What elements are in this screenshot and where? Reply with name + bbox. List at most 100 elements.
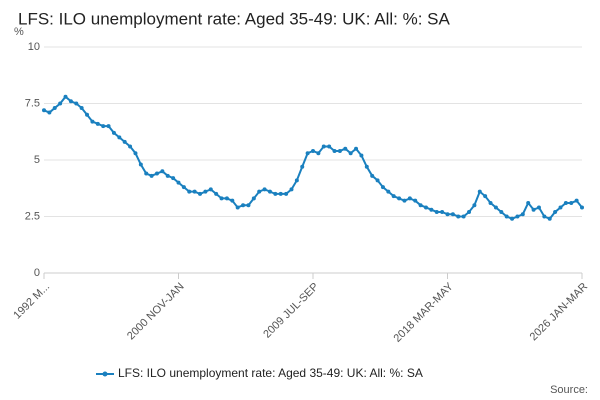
point — [391, 194, 396, 199]
point — [321, 144, 326, 149]
point — [289, 187, 294, 192]
y-unit: % — [14, 26, 24, 38]
point — [510, 216, 515, 221]
point — [397, 196, 402, 201]
point — [364, 164, 369, 169]
point — [58, 101, 63, 106]
point — [450, 212, 455, 217]
point — [219, 196, 224, 201]
point — [348, 151, 353, 156]
line — [43, 95, 583, 220]
point — [354, 146, 359, 151]
point — [536, 205, 541, 210]
point — [251, 196, 256, 201]
point — [74, 101, 79, 106]
point — [246, 203, 251, 208]
point — [477, 189, 482, 194]
point — [106, 124, 111, 129]
point — [359, 153, 364, 158]
point — [47, 110, 52, 115]
point — [305, 151, 310, 156]
point — [63, 94, 68, 99]
point — [203, 189, 208, 194]
point — [95, 121, 100, 126]
point — [117, 135, 122, 140]
chart-title: LFS: ILO unemployment rate: Aged 35-49: … — [18, 9, 450, 28]
point — [526, 200, 531, 205]
point — [262, 187, 267, 192]
point — [208, 187, 213, 192]
point — [311, 148, 315, 153]
point — [499, 209, 504, 214]
point — [467, 209, 472, 214]
point — [154, 171, 159, 176]
point — [418, 203, 423, 208]
point — [542, 214, 547, 219]
point — [176, 180, 181, 185]
x-tick-label: 2026 JAN-MAR — [528, 281, 591, 344]
x-tick-label: 2009 JUL-SEP — [261, 281, 321, 341]
point — [483, 194, 488, 199]
point — [440, 209, 445, 214]
point — [171, 176, 176, 181]
point — [68, 99, 73, 104]
y-tick-label: 0 — [34, 267, 40, 279]
point — [332, 148, 337, 153]
point — [128, 144, 133, 149]
point — [187, 189, 192, 194]
point — [343, 146, 348, 151]
point — [52, 106, 57, 111]
point — [580, 205, 584, 210]
point — [192, 189, 197, 194]
point — [133, 151, 138, 156]
point — [380, 185, 385, 190]
point — [488, 200, 493, 205]
point — [138, 162, 143, 167]
point — [547, 216, 552, 221]
y-tick-label: 7.5 — [25, 97, 40, 109]
x-tick-label: 1992 M... — [11, 281, 52, 322]
point — [558, 205, 563, 210]
point — [101, 124, 106, 129]
point — [413, 198, 418, 203]
point — [79, 106, 84, 111]
point — [235, 205, 240, 210]
point — [574, 198, 579, 203]
point — [515, 214, 520, 219]
point — [111, 130, 116, 135]
point — [563, 200, 568, 205]
point — [165, 173, 170, 178]
point — [273, 191, 278, 196]
point — [504, 214, 509, 219]
point — [493, 205, 498, 210]
y-tick-label: 2.5 — [25, 210, 40, 222]
point — [316, 151, 321, 156]
point — [429, 207, 434, 212]
point — [407, 196, 412, 201]
point — [181, 185, 186, 190]
point — [531, 207, 536, 212]
point — [122, 139, 127, 144]
point — [445, 212, 450, 217]
point — [402, 198, 407, 203]
point — [472, 203, 477, 208]
point — [144, 171, 149, 176]
point — [241, 203, 246, 208]
point — [214, 191, 219, 196]
point — [300, 164, 305, 169]
source: Source: — [550, 384, 588, 396]
legend-label: LFS: ILO unemployment rate: Aged 35-49: … — [118, 366, 423, 380]
point — [284, 191, 289, 196]
point — [149, 173, 154, 178]
legend-marker — [102, 371, 108, 377]
point — [278, 191, 283, 196]
point — [375, 178, 380, 183]
x-tick-label: 2000 NOV-JAN — [125, 281, 187, 343]
point — [423, 205, 428, 210]
point — [224, 196, 229, 201]
x-tick-label: 2018 MAR-MAY — [392, 280, 457, 345]
point — [553, 209, 558, 214]
point — [337, 148, 342, 153]
point — [461, 214, 466, 219]
point — [456, 214, 461, 219]
